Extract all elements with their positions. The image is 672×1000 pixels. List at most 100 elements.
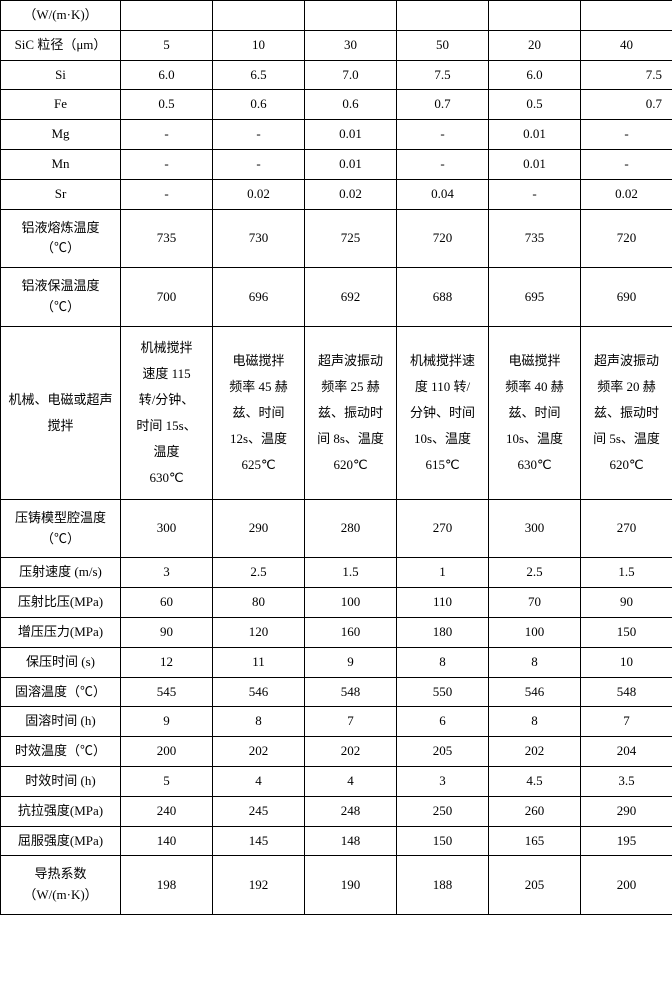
table-row: 机械、电磁或超声搅拌机械搅拌速度 115转/分钟、时间 15s、温度630℃电磁… bbox=[1, 326, 672, 499]
row-header: 压射速度 (m/s) bbox=[1, 558, 121, 588]
table-cell: 120 bbox=[213, 617, 305, 647]
table-cell: 290 bbox=[581, 796, 672, 826]
table-cell: 192 bbox=[213, 856, 305, 915]
table-cell: 机械搅拌速度 110 转/分钟、时间10s、温度615℃ bbox=[397, 326, 489, 499]
table-cell: 145 bbox=[213, 826, 305, 856]
table-cell: - bbox=[213, 149, 305, 179]
table-cell: 20 bbox=[489, 30, 581, 60]
row-header: Mg bbox=[1, 120, 121, 150]
row-header: Mn bbox=[1, 149, 121, 179]
table-cell: 248 bbox=[305, 796, 397, 826]
table-row: Mn--0.01-0.01- bbox=[1, 149, 672, 179]
row-header: 固溶时间 (h) bbox=[1, 707, 121, 737]
table-cell: 2.5 bbox=[489, 558, 581, 588]
table-cell: 0.5 bbox=[489, 90, 581, 120]
table-cell: 9 bbox=[305, 647, 397, 677]
table-row: 导热系数（W/(m·K)）198192190188205200 bbox=[1, 856, 672, 915]
table-cell: 202 bbox=[305, 737, 397, 767]
table-cell: 6.0 bbox=[121, 60, 213, 90]
table-cell: 300 bbox=[489, 499, 581, 558]
table-cell: 机械搅拌速度 115转/分钟、时间 15s、温度630℃ bbox=[121, 326, 213, 499]
table-cell: 0.7 bbox=[397, 90, 489, 120]
table-cell: 电磁搅拌频率 40 赫兹、时间10s、温度630℃ bbox=[489, 326, 581, 499]
row-header: 时效温度（℃） bbox=[1, 737, 121, 767]
table-cell: 692 bbox=[305, 268, 397, 327]
table-cell: - bbox=[581, 120, 672, 150]
table-cell: 电磁搅拌频率 45 赫兹、时间12s、温度625℃ bbox=[213, 326, 305, 499]
table-cell: 200 bbox=[121, 737, 213, 767]
table-cell: 548 bbox=[581, 677, 672, 707]
table-row: 压射速度 (m/s)32.51.512.51.5 bbox=[1, 558, 672, 588]
table-cell: 204 bbox=[581, 737, 672, 767]
table-cell: 205 bbox=[489, 856, 581, 915]
table-cell: 270 bbox=[397, 499, 489, 558]
table-cell: 0.01 bbox=[305, 120, 397, 150]
table-cell: 180 bbox=[397, 617, 489, 647]
table-cell: 7 bbox=[581, 707, 672, 737]
row-header: 增压压力(MPa) bbox=[1, 617, 121, 647]
table-row: SiC 粒径（μm）51030502040 bbox=[1, 30, 672, 60]
table-cell: 0.02 bbox=[213, 179, 305, 209]
table-cell: 550 bbox=[397, 677, 489, 707]
table-row: 压铸模型腔温度（℃）300290280270300270 bbox=[1, 499, 672, 558]
table-cell: 290 bbox=[213, 499, 305, 558]
table-cell: 5 bbox=[121, 766, 213, 796]
table-container: （W/(m·K)）SiC 粒径（μm）51030502040Si6.06.57.… bbox=[0, 0, 672, 915]
table-row: Sr-0.020.020.04-0.02 bbox=[1, 179, 672, 209]
table-cell: 546 bbox=[213, 677, 305, 707]
table-cell: 695 bbox=[489, 268, 581, 327]
table-cell: - bbox=[489, 179, 581, 209]
table-cell: 超声波振动频率 25 赫兹、振动时间 8s、温度620℃ bbox=[305, 326, 397, 499]
table-cell bbox=[489, 1, 581, 31]
table-cell: 0.02 bbox=[305, 179, 397, 209]
table-cell: 8 bbox=[397, 647, 489, 677]
table-cell: 245 bbox=[213, 796, 305, 826]
table-row: 铝液保温温度（℃）700696692688695690 bbox=[1, 268, 672, 327]
table-cell: 8 bbox=[489, 707, 581, 737]
table-cell: 735 bbox=[121, 209, 213, 268]
table-cell bbox=[305, 1, 397, 31]
row-header: 压铸模型腔温度（℃） bbox=[1, 499, 121, 558]
table-cell: 70 bbox=[489, 588, 581, 618]
table-cell: 280 bbox=[305, 499, 397, 558]
table-cell: 720 bbox=[581, 209, 672, 268]
data-table: （W/(m·K)）SiC 粒径（μm）51030502040Si6.06.57.… bbox=[0, 0, 672, 915]
table-cell: 148 bbox=[305, 826, 397, 856]
table-cell: 200 bbox=[581, 856, 672, 915]
table-cell: 6.0 bbox=[489, 60, 581, 90]
table-cell: 80 bbox=[213, 588, 305, 618]
table-cell: 40 bbox=[581, 30, 672, 60]
table-row: 保压时间 (s)121198810 bbox=[1, 647, 672, 677]
table-cell: 202 bbox=[489, 737, 581, 767]
table-row: Mg--0.01-0.01- bbox=[1, 120, 672, 150]
table-cell: 9 bbox=[121, 707, 213, 737]
table-cell: 12 bbox=[121, 647, 213, 677]
table-cell: 735 bbox=[489, 209, 581, 268]
table-cell: 140 bbox=[121, 826, 213, 856]
table-cell: 195 bbox=[581, 826, 672, 856]
row-header: 机械、电磁或超声搅拌 bbox=[1, 326, 121, 499]
table-row: 时效温度（℃）200202202205202204 bbox=[1, 737, 672, 767]
table-cell: 50 bbox=[397, 30, 489, 60]
row-header: Sr bbox=[1, 179, 121, 209]
table-cell: - bbox=[397, 149, 489, 179]
table-cell: 190 bbox=[305, 856, 397, 915]
table-cell: 6.5 bbox=[213, 60, 305, 90]
table-cell bbox=[397, 1, 489, 31]
row-header: 保压时间 (s) bbox=[1, 647, 121, 677]
table-row: 固溶温度（℃）545546548550546548 bbox=[1, 677, 672, 707]
table-cell: 8 bbox=[489, 647, 581, 677]
table-cell: - bbox=[581, 149, 672, 179]
table-cell: 7.5 bbox=[581, 60, 672, 90]
table-cell: 30 bbox=[305, 30, 397, 60]
table-cell: 0.7 bbox=[581, 90, 672, 120]
table-cell: 188 bbox=[397, 856, 489, 915]
table-cell: - bbox=[213, 120, 305, 150]
table-cell: 700 bbox=[121, 268, 213, 327]
row-header: 固溶温度（℃） bbox=[1, 677, 121, 707]
table-cell: 0.01 bbox=[305, 149, 397, 179]
table-cell: 546 bbox=[489, 677, 581, 707]
table-cell: 690 bbox=[581, 268, 672, 327]
table-cell: 100 bbox=[305, 588, 397, 618]
table-row: 铝液熔炼温度（℃）735730725720735720 bbox=[1, 209, 672, 268]
